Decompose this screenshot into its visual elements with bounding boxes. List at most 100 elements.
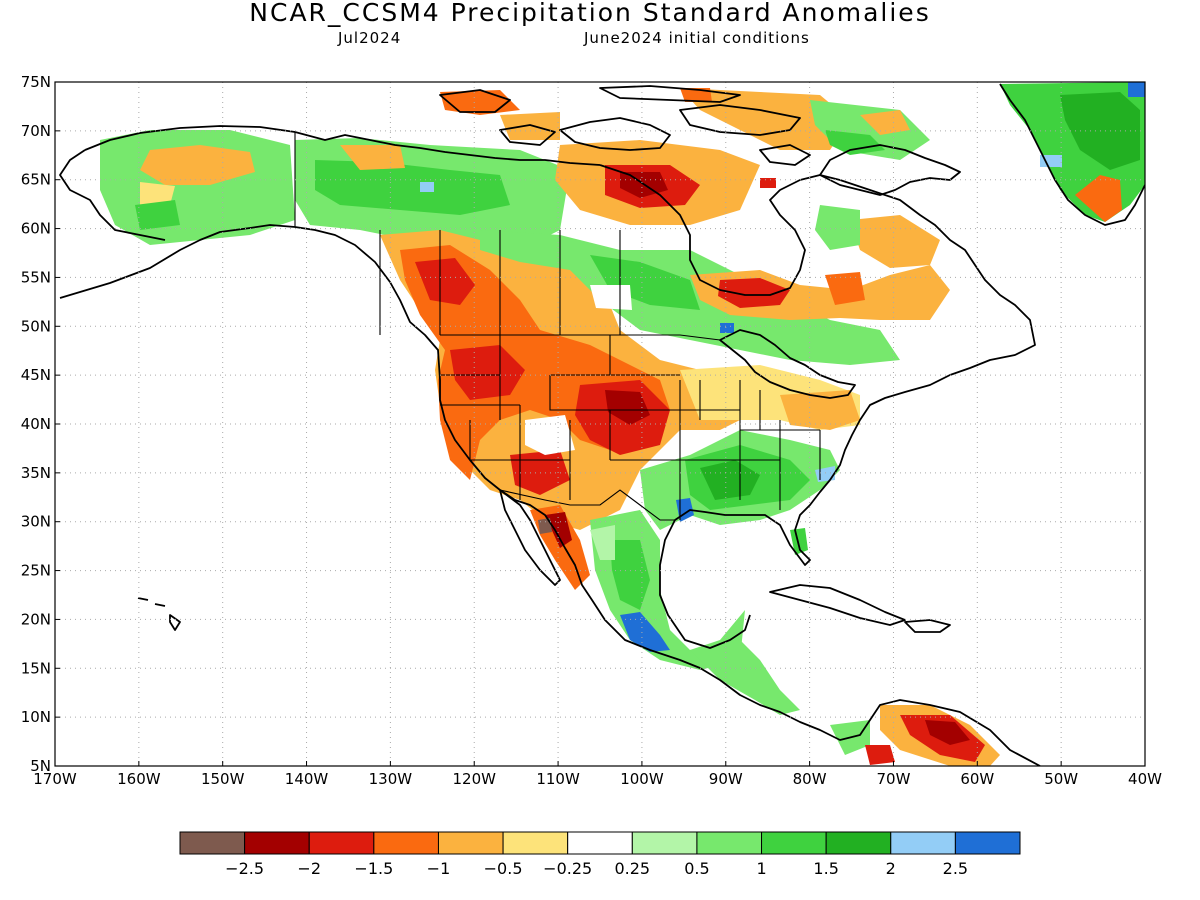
baffin-dry xyxy=(680,88,850,150)
colorbar-swatch xyxy=(502,831,569,855)
colorbar-swatch xyxy=(696,831,763,855)
latitude-tick-label: 10N xyxy=(21,708,51,726)
colorbar-swatch xyxy=(890,831,956,855)
arctic-dry-east xyxy=(860,110,910,135)
anomaly-field-layer xyxy=(100,82,1145,766)
us-mexico-border xyxy=(499,489,675,521)
hudson-bay-coast xyxy=(599,164,821,296)
latitude-tick-label: 35N xyxy=(21,464,51,482)
arctic-island-2 xyxy=(679,104,801,136)
latitude-tick-label: 70N xyxy=(21,122,51,140)
hispaniola-coast xyxy=(904,619,951,633)
latitude-tick-label: 45N xyxy=(21,366,51,384)
colorbar-swatch xyxy=(244,831,310,855)
latitude-tick-label: 55N xyxy=(21,268,51,286)
labrador-coast xyxy=(659,174,1036,649)
political-boundaries-layer xyxy=(294,132,821,521)
arctic-strong-wet xyxy=(825,130,885,155)
quebec-dry-core xyxy=(718,278,790,308)
longitude-tick-label: 150W xyxy=(201,770,245,788)
yukon-strong-wet-region xyxy=(315,160,510,215)
colorbar-swatch xyxy=(825,831,892,855)
labrador-dry xyxy=(850,215,940,268)
colorbar-swatch xyxy=(954,831,1021,855)
greenland-very-wet-cell xyxy=(1128,82,1145,97)
hawaii-islands xyxy=(137,597,181,631)
greenland-dry-region xyxy=(1075,175,1122,222)
latitude-tick-label: 40N xyxy=(21,415,51,433)
greenland-coast xyxy=(999,83,1145,226)
alaska-moderate-dry-region xyxy=(140,182,175,205)
canada-white-patch xyxy=(590,285,632,310)
plains-very-dry-core xyxy=(605,390,650,425)
colorbar-legend: −2.5 −2 −1.5 −1 −0.5 −0.25 0.25 0.5 1 1.5 2 2.5 xyxy=(179,831,1021,878)
colorbar-label: 1 xyxy=(756,859,766,878)
alaska-dry-region xyxy=(140,145,255,185)
longitude-tick-label: 70W xyxy=(877,770,911,788)
alaska-west-coast xyxy=(59,149,166,241)
great-lakes-very-wet-cell xyxy=(720,323,734,333)
colorbar-label: −0.5 xyxy=(484,859,523,878)
chart-title: NCAR_CCSM4 Precipitation Standard Anomal… xyxy=(249,0,931,27)
latitude-axis: 75N 70N 65N 60N 55N 50N 45N 40N 35N 30N 25N 20N 15N 1… xyxy=(21,73,60,775)
latitude-tick-label: 60N xyxy=(21,220,51,238)
great-lakes xyxy=(719,329,856,399)
colorbar-swatch xyxy=(373,831,439,855)
latitude-tick-label: 5N xyxy=(30,757,51,775)
mexico-very-dry xyxy=(545,512,572,548)
labrador-wet xyxy=(815,205,860,250)
mexico-light-wet xyxy=(590,525,615,560)
initial-conditions-label: June2024 initial conditions xyxy=(584,29,810,47)
longitude-tick-label: 170W xyxy=(33,770,77,788)
baffin-moderate-dry xyxy=(680,88,712,102)
longitude-tick-label: 120W xyxy=(452,770,496,788)
colorbar-label: 0.25 xyxy=(614,859,650,878)
canada-province-lines xyxy=(379,230,621,335)
longitude-tick-label: 90W xyxy=(709,770,743,788)
colorbar-swatch xyxy=(631,831,698,855)
latitude-tick-label: 15N xyxy=(21,659,51,677)
baja-california-coast xyxy=(499,489,561,586)
latitude-tick-label: 75N xyxy=(21,73,51,91)
arctic-island-6 xyxy=(759,144,811,166)
southeast-core-wet xyxy=(700,460,760,500)
pnw-dry-core xyxy=(450,345,525,400)
bc-dry-core xyxy=(415,258,475,305)
venezuela-very-dry xyxy=(925,720,970,745)
mexico-strong-wet xyxy=(610,540,650,610)
colorbar-label: 2 xyxy=(886,859,896,878)
colombia-dry-patch xyxy=(865,745,895,765)
yukon-dry-patch xyxy=(340,145,405,170)
longitude-tick-label: 130W xyxy=(369,770,413,788)
graticule xyxy=(55,82,1145,766)
latitude-tick-label: 30N xyxy=(21,513,51,531)
longitude-tick-label: 60W xyxy=(960,770,994,788)
colorbar-label: −0.25 xyxy=(543,859,592,878)
longitude-tick-label: 40W xyxy=(1128,770,1162,788)
colorbar-swatch xyxy=(567,831,633,855)
mexico-very-wet xyxy=(620,612,670,652)
cuba-coast xyxy=(769,584,906,626)
coastline-layer xyxy=(59,83,1145,766)
arctic-island-1 xyxy=(559,117,671,151)
northeast-dry xyxy=(780,390,860,430)
latitude-tick-label: 20N xyxy=(21,610,51,628)
arctic-islands-moderate-dry xyxy=(500,112,560,140)
colorbar-label: 1.5 xyxy=(813,859,838,878)
greenland-wet-cell xyxy=(1040,155,1062,167)
colorbar-swatch xyxy=(437,831,504,855)
baffin-red-cell xyxy=(760,178,776,188)
colorbar-label: 0.5 xyxy=(684,859,709,878)
yukon-very-wet-cell xyxy=(420,182,434,192)
us-canada-border xyxy=(440,334,721,341)
colorbar-label: −2.5 xyxy=(225,859,264,878)
baffin-island-coast xyxy=(819,144,961,196)
central-america-wet xyxy=(690,640,800,715)
colorbar-label: −1.5 xyxy=(354,859,393,878)
florida-wet xyxy=(790,528,808,555)
longitude-tick-label: 80W xyxy=(793,770,827,788)
longitude-tick-label: 100W xyxy=(620,770,664,788)
colorbar-label: −1 xyxy=(427,859,451,878)
longitude-tick-label: 160W xyxy=(117,770,161,788)
